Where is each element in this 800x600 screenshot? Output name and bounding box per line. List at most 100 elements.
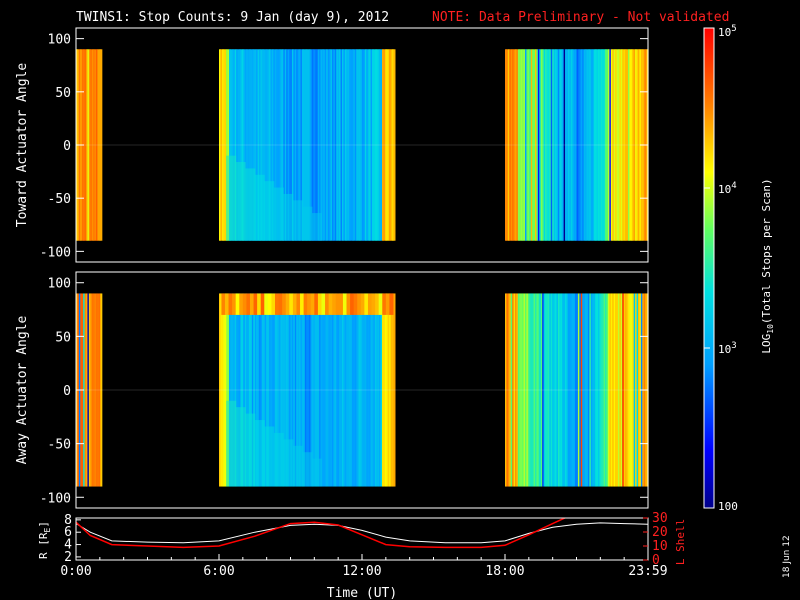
heatmap-column xyxy=(622,293,625,487)
heatmap-column xyxy=(239,293,242,487)
y-tick-label: 100 xyxy=(48,33,71,48)
heatmap-column xyxy=(505,293,508,487)
heatmap-column xyxy=(383,49,386,241)
heatmap-column xyxy=(326,49,329,241)
colorbar-ticks: 105 104 103 100 xyxy=(704,24,738,513)
time-tick-label: 23:59 xyxy=(628,564,667,579)
heatmap-column xyxy=(515,293,518,487)
heatmap-column xyxy=(536,49,539,241)
heatmap-column xyxy=(266,293,269,487)
heatmap-column xyxy=(623,49,626,241)
heatmap-column xyxy=(580,49,583,241)
heatmap-column xyxy=(573,49,576,241)
heatmap-column xyxy=(356,49,359,241)
heatmap-column xyxy=(532,293,535,487)
heatmap-column xyxy=(274,49,277,241)
heatmap-column xyxy=(373,49,376,241)
heatmap-column xyxy=(374,49,377,241)
heatmap-column xyxy=(237,293,240,487)
orbit-panel-frame xyxy=(75,517,649,561)
heatmap-column xyxy=(317,293,320,487)
heatmap-column xyxy=(606,293,609,487)
heatmap-column xyxy=(239,49,242,241)
heatmap-column xyxy=(273,49,276,241)
heatmap-column xyxy=(629,49,632,241)
heatmap-wedge xyxy=(302,206,313,241)
heatmap-column xyxy=(359,293,362,487)
heatmap-column xyxy=(633,49,636,241)
heatmap-top-band xyxy=(357,293,362,315)
heatmap-column xyxy=(363,49,366,241)
heatmap-column xyxy=(543,49,546,241)
heatmap-top-band xyxy=(342,293,347,315)
heatmap-column xyxy=(291,49,294,241)
heatmap-column xyxy=(570,49,573,241)
heatmap-top-band xyxy=(335,293,340,315)
heatmap-column xyxy=(356,293,359,487)
heatmap-column xyxy=(233,49,236,241)
heatmap-column xyxy=(353,49,356,241)
heatmap-column xyxy=(314,293,317,487)
heatmap-column xyxy=(619,293,622,487)
lshell-y-axis-label: L Shell xyxy=(674,519,687,565)
heatmap-column xyxy=(633,293,636,487)
heatmap-column xyxy=(323,293,326,487)
heatmap-top-band xyxy=(375,293,380,315)
heatmap-column xyxy=(360,49,363,241)
heatmap-top-band xyxy=(253,293,258,315)
heatmap-column xyxy=(284,49,287,241)
heatmap-column xyxy=(324,49,327,241)
heatmap-column xyxy=(392,49,395,241)
heatmap-column xyxy=(583,49,586,241)
heatmap-column xyxy=(376,293,379,487)
heatmap-column xyxy=(333,293,336,487)
heatmap-column xyxy=(606,49,609,241)
heatmap-column xyxy=(539,49,542,241)
heatmap-column xyxy=(236,49,239,241)
heatmap-column xyxy=(241,293,244,487)
heatmap-top-band xyxy=(275,293,280,315)
heatmap-column xyxy=(340,49,343,241)
heatmap-column xyxy=(520,49,523,241)
heatmap-column xyxy=(586,49,589,241)
heatmap-column xyxy=(330,49,333,241)
heatmap-column xyxy=(560,293,563,487)
colorbar-gradient xyxy=(704,28,714,508)
heatmap-column xyxy=(537,293,540,487)
heatmap-column xyxy=(382,293,385,487)
heatmap-column xyxy=(364,49,367,241)
heatmap-column xyxy=(550,49,553,241)
heatmap-column xyxy=(300,293,303,487)
heatmap-wedge xyxy=(254,420,265,487)
heatmap-column xyxy=(254,49,257,241)
heatmap-top-band xyxy=(378,293,383,315)
heatmap-top-band xyxy=(224,293,230,315)
heatmap-wedge xyxy=(283,193,294,241)
heatmap-wedge xyxy=(283,439,294,487)
heatmap-wedge xyxy=(273,432,284,487)
heatmap-column xyxy=(224,293,227,487)
heatmap-column xyxy=(304,293,307,487)
heatmap-column xyxy=(310,293,313,487)
heatmap-column xyxy=(555,293,558,487)
heatmap-column xyxy=(390,293,393,487)
heatmap-column xyxy=(319,49,322,241)
heatmap-column xyxy=(384,293,387,487)
heatmap-column xyxy=(274,293,277,487)
lshell-line xyxy=(76,518,567,549)
heatmap-column xyxy=(270,293,273,487)
heatmap-column xyxy=(226,49,229,241)
heatmap-top-band xyxy=(317,293,322,315)
radius-tick-label: 8 xyxy=(64,513,72,528)
heatmap-column xyxy=(570,293,573,487)
heatmap-column xyxy=(219,49,222,241)
away-y-ticks: 100 50 0 -50 -100 xyxy=(40,277,648,506)
heatmap-column xyxy=(617,293,620,487)
heatmap-column xyxy=(281,293,284,487)
heatmap-column xyxy=(627,49,631,241)
heatmap-top-band xyxy=(328,293,333,315)
heatmap-column xyxy=(220,293,223,487)
heatmap-column xyxy=(227,293,230,487)
